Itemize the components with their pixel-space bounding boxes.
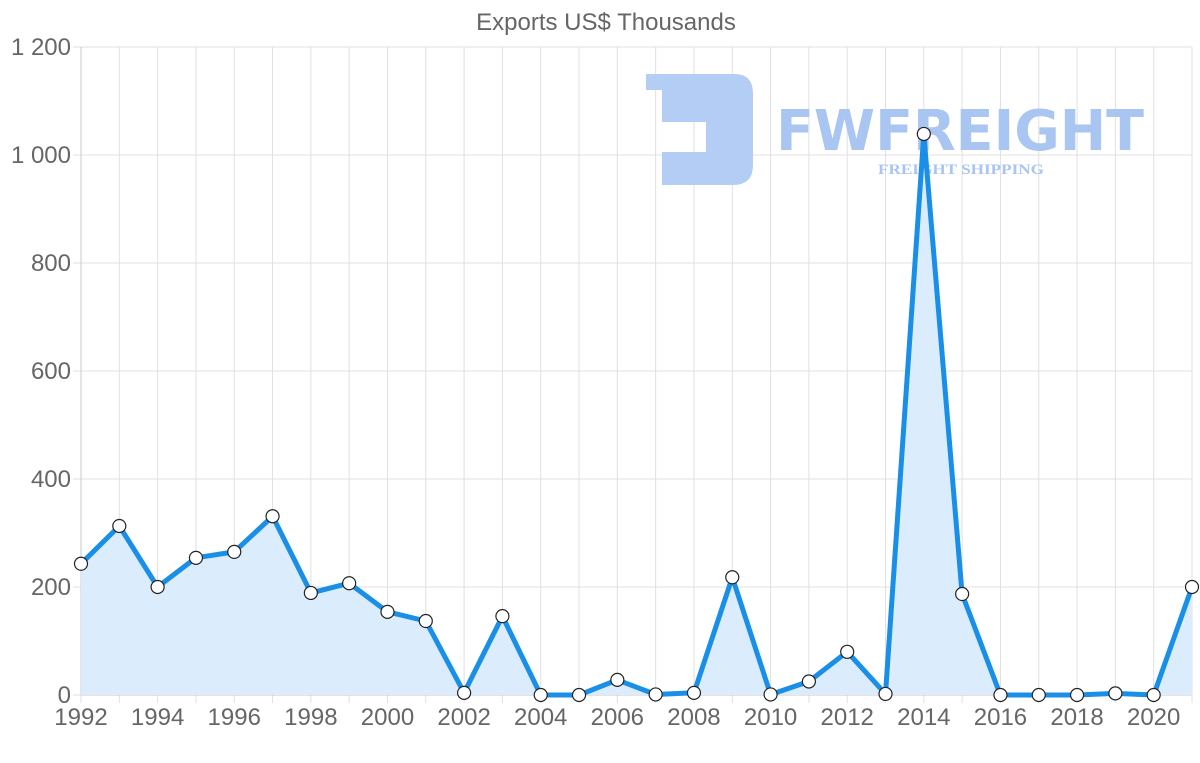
data-point-2020[interactable]: [1146, 687, 1161, 703]
data-point-1995[interactable]: [188, 550, 204, 565]
data-point-2018[interactable]: [1069, 687, 1085, 703]
y-tick-label: 1 200: [11, 34, 71, 61]
x-tick-label: 2004: [514, 704, 567, 731]
area-path: [81, 133, 1192, 695]
data-point-1996[interactable]: [227, 544, 242, 560]
x-tick-label: 2006: [591, 704, 644, 731]
data-point-2008[interactable]: [686, 685, 702, 700]
data-point-2007[interactable]: [648, 687, 663, 702]
x-tick-label: 1998: [284, 704, 337, 731]
x-tick-label: 2000: [361, 704, 414, 731]
data-point-2001[interactable]: [418, 613, 433, 629]
y-tick-label: 800: [31, 250, 71, 277]
data-point-2014[interactable]: [916, 126, 931, 142]
data-point-2016[interactable]: [993, 687, 1008, 703]
y-axis: 0 200 400 600 800 1 000 1 200: [11, 34, 71, 709]
data-point-2003[interactable]: [495, 609, 510, 624]
data-point-2013[interactable]: [878, 686, 893, 702]
data-point-2021[interactable]: [1184, 579, 1200, 595]
fwfreight-logo-icon: [646, 74, 753, 185]
watermark-tagline: FREIGHT SHIPPING: [878, 162, 1044, 178]
x-tick-label: 2018: [1050, 704, 1103, 731]
data-point-2006[interactable]: [610, 672, 625, 687]
x-tick-label: 2010: [744, 704, 797, 731]
x-tick-label: 1992: [54, 704, 107, 731]
y-tick-label: 600: [31, 358, 71, 385]
data-point-1994[interactable]: [150, 579, 165, 595]
x-tick-label: 1994: [131, 704, 184, 731]
data-point-2011[interactable]: [801, 674, 816, 689]
chart-title: Exports US$ Thousands: [476, 9, 736, 36]
data-point-1993[interactable]: [112, 518, 127, 534]
data-point-1998[interactable]: [303, 585, 318, 601]
data-point-1992[interactable]: [73, 556, 89, 571]
data-point-2012[interactable]: [840, 644, 855, 659]
data-point-2002[interactable]: [457, 685, 472, 700]
x-tick-label: 1996: [208, 704, 261, 731]
y-tick-label: 0: [58, 682, 71, 709]
x-tick-label: 2002: [437, 704, 490, 731]
y-tick-label: 200: [31, 574, 71, 601]
data-point-2019[interactable]: [1108, 686, 1123, 701]
data-point-2004[interactable]: [533, 687, 548, 703]
x-tick-label: 2008: [667, 704, 720, 731]
x-tick-label: 2014: [897, 704, 950, 731]
area-fill: [81, 133, 1192, 695]
data-point-2005[interactable]: [571, 687, 587, 703]
data-point-2017[interactable]: [1031, 687, 1046, 703]
data-points: [73, 126, 1200, 703]
data-point-2015[interactable]: [955, 586, 970, 602]
data-point-1999[interactable]: [342, 576, 357, 591]
x-tick-label: 2012: [821, 704, 874, 731]
x-tick-label: 2016: [974, 704, 1027, 731]
x-tick-label: 2020: [1127, 704, 1180, 731]
data-point-2000[interactable]: [380, 604, 395, 619]
watermark-brand: FWFREIGHT: [776, 99, 1144, 164]
data-point-2010[interactable]: [763, 687, 778, 702]
watermark-logo: FWFREIGHT FREIGHT SHIPPING: [646, 74, 1144, 185]
y-tick-label: 400: [31, 466, 71, 493]
data-point-2009[interactable]: [725, 570, 740, 585]
data-point-1997[interactable]: [265, 509, 280, 524]
y-tick-label: 1 000: [11, 142, 71, 169]
x-axis: 1992 1994 1996 1998 2000 2002 2004 2006 2008 2010…: [54, 704, 1180, 731]
